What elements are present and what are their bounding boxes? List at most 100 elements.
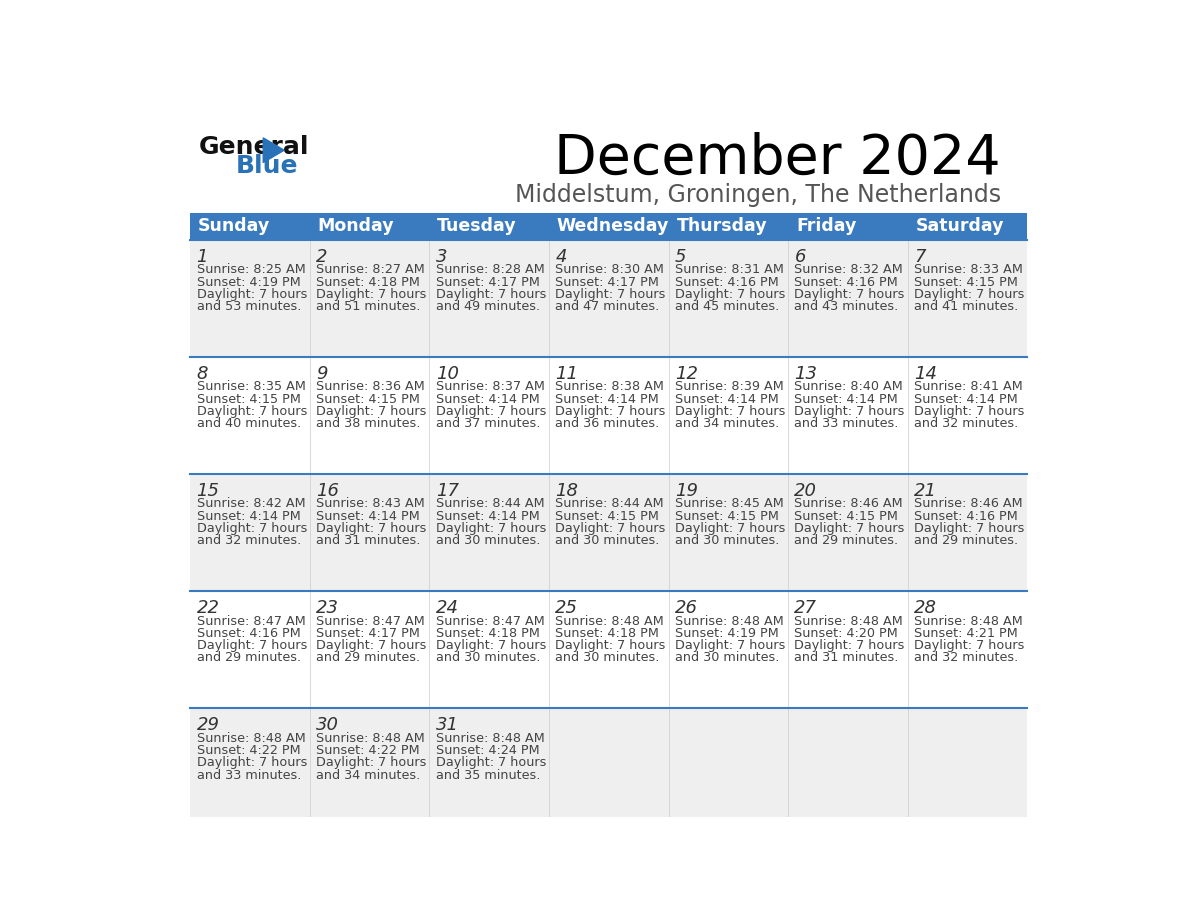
Text: 27: 27: [795, 599, 817, 617]
Bar: [190, 475, 1028, 591]
Text: and 29 minutes.: and 29 minutes.: [914, 534, 1018, 547]
Bar: [310, 213, 430, 241]
Text: Daylight: 7 hours: Daylight: 7 hours: [436, 522, 546, 535]
Text: 26: 26: [675, 599, 697, 617]
Text: and 30 minutes.: and 30 minutes.: [675, 652, 779, 665]
Text: Sunrise: 8:39 AM: Sunrise: 8:39 AM: [675, 380, 784, 394]
Text: Sunset: 4:22 PM: Sunset: 4:22 PM: [196, 744, 301, 756]
Text: Sunrise: 8:42 AM: Sunrise: 8:42 AM: [196, 498, 305, 510]
Text: Daylight: 7 hours: Daylight: 7 hours: [795, 522, 905, 535]
Text: Sunset: 4:14 PM: Sunset: 4:14 PM: [316, 509, 419, 522]
Text: and 49 minutes.: and 49 minutes.: [436, 300, 539, 313]
Text: Sunset: 4:17 PM: Sunset: 4:17 PM: [436, 275, 539, 288]
Text: Sunday: Sunday: [198, 218, 271, 235]
Text: and 33 minutes.: and 33 minutes.: [795, 418, 899, 431]
Text: Sunrise: 8:25 AM: Sunrise: 8:25 AM: [196, 263, 305, 276]
Text: 25: 25: [555, 599, 579, 617]
Text: Sunrise: 8:48 AM: Sunrise: 8:48 AM: [316, 732, 425, 744]
Text: and 35 minutes.: and 35 minutes.: [436, 768, 541, 781]
Text: 21: 21: [914, 482, 937, 500]
Text: Sunrise: 8:47 AM: Sunrise: 8:47 AM: [316, 614, 425, 628]
Bar: [549, 213, 669, 241]
Bar: [190, 591, 1028, 709]
Text: 12: 12: [675, 365, 697, 383]
Text: Daylight: 7 hours: Daylight: 7 hours: [436, 405, 546, 418]
Text: and 38 minutes.: and 38 minutes.: [316, 418, 421, 431]
Text: 10: 10: [436, 365, 459, 383]
Text: and 32 minutes.: and 32 minutes.: [914, 652, 1018, 665]
Text: 16: 16: [316, 482, 339, 500]
Text: Sunset: 4:14 PM: Sunset: 4:14 PM: [795, 393, 898, 406]
Text: and 45 minutes.: and 45 minutes.: [675, 300, 779, 313]
Text: Friday: Friday: [796, 218, 857, 235]
Text: and 34 minutes.: and 34 minutes.: [675, 418, 779, 431]
Bar: [908, 213, 1028, 241]
Text: Sunrise: 8:40 AM: Sunrise: 8:40 AM: [795, 380, 903, 394]
Text: and 34 minutes.: and 34 minutes.: [316, 768, 421, 781]
Text: Sunset: 4:14 PM: Sunset: 4:14 PM: [436, 509, 539, 522]
Text: 4: 4: [555, 248, 567, 266]
Text: 23: 23: [316, 599, 339, 617]
Text: Sunset: 4:14 PM: Sunset: 4:14 PM: [555, 393, 659, 406]
Text: Sunset: 4:21 PM: Sunset: 4:21 PM: [914, 627, 1018, 640]
Text: Sunrise: 8:48 AM: Sunrise: 8:48 AM: [555, 614, 664, 628]
Text: Sunset: 4:17 PM: Sunset: 4:17 PM: [555, 275, 659, 288]
Text: Sunrise: 8:46 AM: Sunrise: 8:46 AM: [914, 498, 1023, 510]
Text: Daylight: 7 hours: Daylight: 7 hours: [914, 405, 1024, 418]
Bar: [190, 213, 310, 241]
Text: Sunset: 4:15 PM: Sunset: 4:15 PM: [675, 509, 778, 522]
Text: December 2024: December 2024: [555, 131, 1001, 185]
Text: Sunset: 4:15 PM: Sunset: 4:15 PM: [795, 509, 898, 522]
Text: and 29 minutes.: and 29 minutes.: [316, 652, 421, 665]
Text: 19: 19: [675, 482, 697, 500]
Text: 5: 5: [675, 248, 687, 266]
Text: Blue: Blue: [235, 154, 298, 178]
Text: Daylight: 7 hours: Daylight: 7 hours: [316, 522, 426, 535]
Text: Sunrise: 8:47 AM: Sunrise: 8:47 AM: [196, 614, 305, 628]
Text: and 30 minutes.: and 30 minutes.: [436, 652, 541, 665]
Text: 28: 28: [914, 599, 937, 617]
Text: Sunrise: 8:31 AM: Sunrise: 8:31 AM: [675, 263, 784, 276]
Text: 14: 14: [914, 365, 937, 383]
Text: Sunset: 4:15 PM: Sunset: 4:15 PM: [316, 393, 421, 406]
Text: and 37 minutes.: and 37 minutes.: [436, 418, 541, 431]
Text: Wednesday: Wednesday: [557, 218, 669, 235]
Text: 13: 13: [795, 365, 817, 383]
Text: Sunset: 4:14 PM: Sunset: 4:14 PM: [914, 393, 1018, 406]
Text: Sunrise: 8:48 AM: Sunrise: 8:48 AM: [914, 614, 1023, 628]
Text: Daylight: 7 hours: Daylight: 7 hours: [795, 288, 905, 301]
Text: and 31 minutes.: and 31 minutes.: [795, 652, 899, 665]
Text: Daylight: 7 hours: Daylight: 7 hours: [675, 405, 785, 418]
Text: and 30 minutes.: and 30 minutes.: [555, 534, 659, 547]
Text: Sunset: 4:15 PM: Sunset: 4:15 PM: [196, 393, 301, 406]
Text: 11: 11: [555, 365, 579, 383]
Text: Sunset: 4:18 PM: Sunset: 4:18 PM: [436, 627, 539, 640]
Text: Monday: Monday: [317, 218, 394, 235]
Text: 3: 3: [436, 248, 447, 266]
Text: Daylight: 7 hours: Daylight: 7 hours: [675, 288, 785, 301]
Bar: [669, 213, 788, 241]
Text: 1: 1: [196, 248, 208, 266]
Text: Sunset: 4:14 PM: Sunset: 4:14 PM: [436, 393, 539, 406]
Text: 15: 15: [196, 482, 220, 500]
Text: Daylight: 7 hours: Daylight: 7 hours: [795, 639, 905, 652]
Text: Sunset: 4:14 PM: Sunset: 4:14 PM: [675, 393, 778, 406]
Bar: [788, 213, 908, 241]
Text: 9: 9: [316, 365, 328, 383]
Text: Sunset: 4:17 PM: Sunset: 4:17 PM: [316, 627, 421, 640]
Text: Daylight: 7 hours: Daylight: 7 hours: [316, 405, 426, 418]
Text: and 29 minutes.: and 29 minutes.: [795, 534, 898, 547]
Text: and 53 minutes.: and 53 minutes.: [196, 300, 301, 313]
Text: Middelstum, Groningen, The Netherlands: Middelstum, Groningen, The Netherlands: [514, 183, 1001, 207]
Text: Daylight: 7 hours: Daylight: 7 hours: [914, 288, 1024, 301]
Text: Sunset: 4:14 PM: Sunset: 4:14 PM: [196, 509, 301, 522]
Text: Daylight: 7 hours: Daylight: 7 hours: [914, 639, 1024, 652]
Text: Sunrise: 8:27 AM: Sunrise: 8:27 AM: [316, 263, 425, 276]
Text: Sunset: 4:16 PM: Sunset: 4:16 PM: [675, 275, 778, 288]
Bar: [430, 213, 549, 241]
Text: and 41 minutes.: and 41 minutes.: [914, 300, 1018, 313]
Text: and 31 minutes.: and 31 minutes.: [316, 534, 421, 547]
Bar: [190, 709, 1028, 825]
Text: 22: 22: [196, 599, 220, 617]
Text: Sunrise: 8:32 AM: Sunrise: 8:32 AM: [795, 263, 903, 276]
